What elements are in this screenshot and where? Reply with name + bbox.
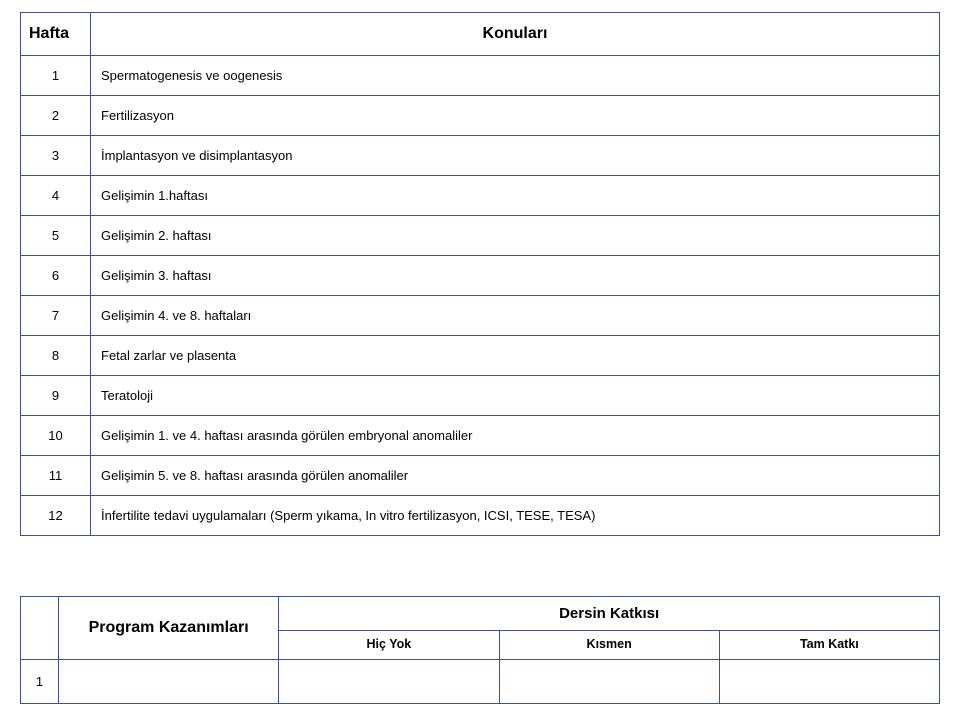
outcomes-contribution-header: Dersin Katkısı [279,597,940,631]
week-cell: 3 [21,136,91,176]
topic-cell: Fetal zarlar ve plasenta [91,336,940,376]
outcomes-sub-none: Hiç Yok [279,631,499,660]
table-row: 6Gelişimin 3. haftası [21,256,940,296]
week-cell: 5 [21,216,91,256]
outcome-full-cell [719,659,939,703]
topic-cell: Gelişimin 4. ve 8. haftaları [91,296,940,336]
table-row: 1Spermatogenesis ve oogenesis [21,56,940,96]
outcome-idx-cell: 1 [21,659,59,703]
outcomes-header-row-1: Program Kazanımları Dersin Katkısı [21,597,940,631]
outcome-partial-cell [499,659,719,703]
week-cell: 12 [21,496,91,536]
table-row: 7Gelişimin 4. ve 8. haftaları [21,296,940,336]
outcome-none-cell [279,659,499,703]
table-row: 5Gelişimin 2. haftası [21,216,940,256]
topic-cell: Fertilizasyon [91,96,940,136]
table-spacer [20,536,940,596]
week-cell: 10 [21,416,91,456]
table-row: 1 [21,659,940,703]
outcomes-sub-partial: Kısmen [499,631,719,660]
topic-cell: Teratoloji [91,376,940,416]
schedule-table: Hafta Konuları 1Spermatogenesis ve oogen… [20,12,940,536]
table-row: 9Teratoloji [21,376,940,416]
topic-cell: Gelişimin 1. ve 4. haftası arasında görü… [91,416,940,456]
outcomes-program-header: Program Kazanımları [59,597,279,660]
table-row: 8Fetal zarlar ve plasenta [21,336,940,376]
outcome-text-cell [59,659,279,703]
table-row: 3İmplantasyon ve disimplantasyon [21,136,940,176]
week-cell: 6 [21,256,91,296]
week-cell: 2 [21,96,91,136]
week-cell: 4 [21,176,91,216]
schedule-header-row: Hafta Konuları [21,13,940,56]
week-cell: 1 [21,56,91,96]
week-cell: 8 [21,336,91,376]
topic-cell: Gelişimin 3. haftası [91,256,940,296]
header-week: Hafta [21,13,91,56]
week-cell: 9 [21,376,91,416]
week-cell: 7 [21,296,91,336]
topic-cell: Gelişimin 2. haftası [91,216,940,256]
outcomes-idx-header [21,597,59,660]
topic-cell: Spermatogenesis ve oogenesis [91,56,940,96]
header-topic: Konuları [91,13,940,56]
outcomes-sub-full: Tam Katkı [719,631,939,660]
topic-cell: İmplantasyon ve disimplantasyon [91,136,940,176]
topic-cell: Gelişimin 5. ve 8. haftası arasında görü… [91,456,940,496]
table-row: 11Gelişimin 5. ve 8. haftası arasında gö… [21,456,940,496]
week-cell: 11 [21,456,91,496]
topic-cell: İnfertilite tedavi uygulamaları (Sperm y… [91,496,940,536]
table-row: 10Gelişimin 1. ve 4. haftası arasında gö… [21,416,940,456]
table-row: 4Gelişimin 1.haftası [21,176,940,216]
outcomes-table: Program Kazanımları Dersin Katkısı Hiç Y… [20,596,940,704]
topic-cell: Gelişimin 1.haftası [91,176,940,216]
table-row: 12İnfertilite tedavi uygulamaları (Sperm… [21,496,940,536]
table-row: 2Fertilizasyon [21,96,940,136]
